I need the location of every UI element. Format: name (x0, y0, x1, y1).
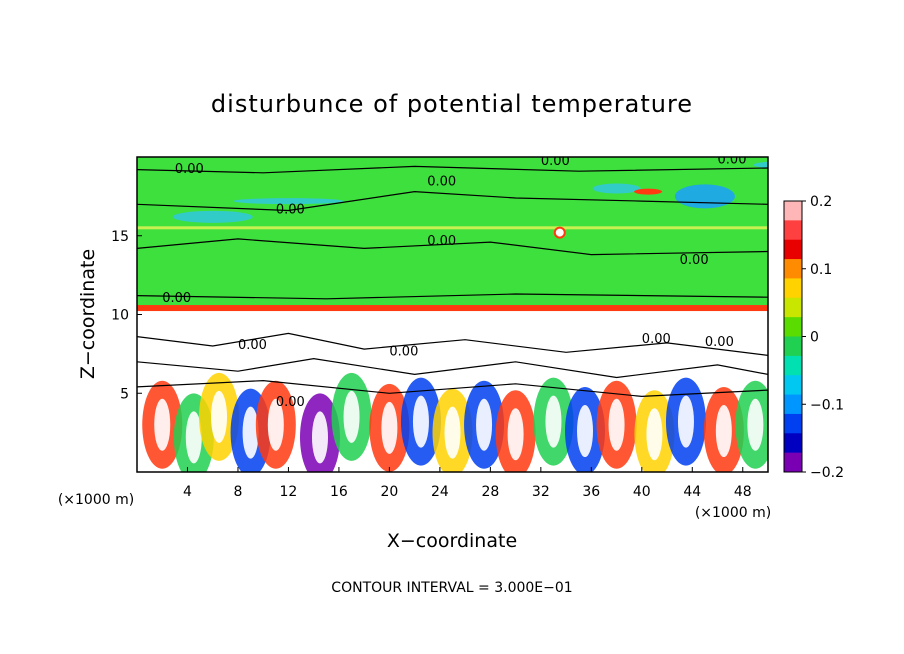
contour-line (137, 332, 768, 356)
field-plume-core (476, 398, 493, 451)
colorbar-swatch (784, 394, 802, 415)
contour-label: 0.00 (389, 344, 418, 359)
colorbar-swatch (784, 433, 802, 454)
colorbar-tick-label: 0.2 (810, 194, 832, 210)
x-axis-ticks: 4 8 12 16 20 24 28 32 36 40 44 48 (183, 467, 752, 500)
field-patch (172, 210, 253, 223)
contour-line (137, 357, 768, 379)
field-patch (553, 226, 566, 239)
y-tick-label: 10 (111, 308, 129, 324)
colorbar-swatch (784, 220, 802, 241)
upper-stripe (137, 226, 768, 230)
x-tick-label: 40 (633, 484, 651, 500)
field-plume-core (343, 390, 360, 443)
field-plume-core (412, 395, 429, 448)
contour-line (137, 190, 768, 212)
plot-area: 0.00 0.00 0.00 0.00 0.00 0.00 0.00 0.00 0.00 0.00… (137, 152, 768, 472)
x-tick-label: 24 (431, 484, 449, 500)
contour-interval-note: CONTOUR INTERVAL = 3.000E−01 (331, 580, 572, 596)
field-patch (753, 161, 768, 168)
x-tick-label: 36 (582, 484, 600, 500)
contour-label: 0.00 (642, 332, 671, 347)
x-axis-label: X−coordinate (387, 530, 517, 552)
contour-label: 0.00 (276, 395, 305, 410)
x-tick-label: 12 (280, 484, 298, 500)
contour-line (137, 379, 768, 398)
contour-label: 0.00 (718, 152, 747, 167)
field-plume-core (646, 408, 663, 461)
colorbar-tick-label: −0.1 (810, 397, 844, 413)
x-tick-label: 48 (734, 484, 752, 500)
x-tick-label: 16 (330, 484, 348, 500)
field-patch (674, 184, 735, 209)
colorbar-swatch (784, 259, 802, 279)
x-tick-label: 28 (481, 484, 499, 500)
contour-label: 0.00 (427, 234, 456, 249)
contour-label: 0.00 (238, 338, 267, 353)
field-plume-core (242, 406, 259, 459)
x-tick-label: 32 (532, 484, 550, 500)
y-tick-label: 15 (111, 229, 129, 245)
field-plume-core (608, 398, 625, 451)
field-plume-core (267, 398, 284, 451)
contour-line (137, 238, 768, 256)
colorbar-swatch (784, 375, 802, 396)
field-patch (233, 198, 344, 205)
y-axis-label: Z−coordinate (77, 249, 99, 379)
field-patch (592, 183, 641, 194)
field-plume-core (577, 405, 594, 458)
contour-label: 0.00 (705, 335, 734, 350)
colorbar-swatch (784, 239, 802, 260)
x-tick-label: 4 (183, 484, 192, 500)
field-plume-core (677, 395, 694, 448)
colorbar-swatch (784, 317, 802, 337)
colorbar-swatch (784, 452, 802, 473)
x-tick-label: 44 (683, 484, 701, 500)
field-plume-core (545, 395, 562, 448)
colorbar-tick-label: −0.2 (810, 465, 844, 481)
contour-label: 0.00 (541, 154, 570, 169)
field-plume-core (154, 398, 171, 451)
tropopause-band (137, 305, 768, 312)
y-unit-label: (×1000 m) (58, 492, 134, 508)
colorbar-tick-label: 0.1 (810, 262, 832, 278)
x-tick-label: 20 (380, 484, 398, 500)
field-plume-core (311, 411, 328, 464)
x-tick-label: 8 (233, 484, 242, 500)
field-plume-core (381, 401, 398, 454)
colorbar-swatch (784, 336, 802, 357)
chart-title: disturbunce of potential temperature (211, 90, 693, 118)
colorbar-swatch (784, 297, 802, 318)
contour-line (137, 293, 768, 300)
field-plume-core (747, 398, 764, 451)
field-plume-core (715, 405, 732, 458)
colorbar-tick-label: 0 (810, 330, 819, 346)
x-unit-label: (×1000 m) (695, 505, 771, 521)
contour-label: 0.00 (427, 174, 456, 189)
field-plume-core (444, 406, 461, 459)
contour-label: 0.00 (276, 203, 305, 218)
upper-field (137, 157, 768, 307)
colorbar-swatch (784, 201, 802, 221)
colorbar-swatch (784, 278, 802, 299)
field-plume-core (507, 408, 524, 461)
contour-line (137, 165, 768, 174)
y-axis-ticks: 5 10 15 (111, 229, 142, 402)
field-plume-core (185, 411, 202, 464)
colorbar: 0.2 0.1 0 −0.1 −0.2 (783, 194, 844, 481)
contour-label: 0.00 (162, 291, 191, 306)
contour-label: 0.00 (175, 162, 204, 177)
field-plume-core (211, 390, 228, 443)
field-patch (634, 188, 663, 195)
colorbar-swatch (784, 355, 802, 376)
y-tick-label: 5 (120, 386, 129, 402)
colorbar-swatch (784, 413, 802, 434)
contour-label: 0.00 (680, 253, 709, 268)
